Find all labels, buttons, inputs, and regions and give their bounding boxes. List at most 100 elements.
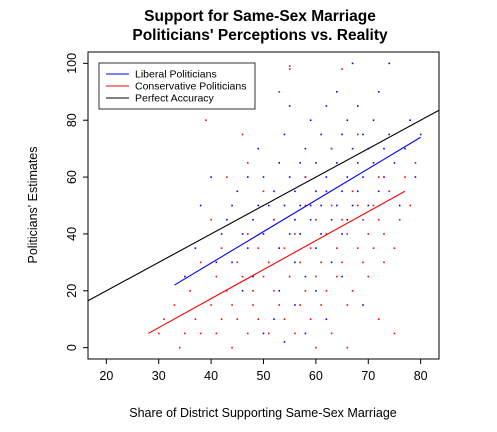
data-point	[341, 190, 343, 193]
data-point	[320, 233, 322, 235]
data-point	[330, 218, 333, 221]
data-point	[351, 147, 354, 150]
data-point	[231, 346, 233, 349]
data-point	[288, 176, 291, 178]
data-point	[283, 204, 286, 207]
data-point	[372, 204, 375, 207]
data-point	[372, 247, 375, 249]
data-point	[246, 332, 249, 335]
data-point	[273, 318, 275, 320]
data-point	[388, 190, 391, 193]
data-point	[226, 176, 228, 178]
data-point	[184, 275, 186, 278]
data-point	[346, 233, 349, 235]
data-point	[383, 147, 385, 150]
data-point	[210, 218, 212, 221]
data-point	[377, 91, 380, 93]
data-point	[283, 318, 286, 320]
data-point	[294, 261, 296, 264]
data-point	[294, 332, 296, 335]
data-point	[388, 62, 391, 65]
data-point	[330, 332, 333, 335]
data-point	[283, 247, 286, 249]
data-point	[278, 304, 281, 306]
data-point	[357, 247, 359, 249]
data-point	[414, 162, 417, 164]
data-point	[341, 133, 343, 136]
data-point	[231, 204, 233, 207]
data-point	[273, 289, 275, 292]
y-tick-label: 0	[65, 344, 79, 351]
data-point	[309, 247, 312, 249]
data-point	[357, 105, 359, 107]
data-point	[299, 304, 301, 306]
data-point	[288, 105, 291, 107]
data-point	[304, 176, 307, 178]
data-point	[304, 332, 307, 335]
data-point	[351, 190, 354, 193]
data-point	[273, 218, 275, 221]
data-point	[404, 147, 406, 150]
data-point	[315, 275, 317, 278]
data-point	[267, 261, 270, 264]
data-point	[336, 204, 338, 207]
data-point	[309, 204, 312, 207]
data-point	[252, 218, 254, 221]
data-point	[414, 176, 417, 178]
data-point	[246, 233, 249, 235]
data-point	[351, 289, 354, 292]
data-point	[351, 62, 354, 65]
data-point	[346, 304, 349, 306]
data-point	[304, 204, 307, 207]
data-point	[210, 304, 212, 306]
data-point	[372, 162, 375, 164]
data-point	[288, 275, 291, 278]
data-point	[367, 275, 370, 278]
data-point	[199, 204, 202, 207]
data-point	[377, 190, 380, 193]
data-point	[273, 190, 275, 193]
lines-layer	[87, 109, 440, 334]
data-point	[288, 65, 291, 68]
data-point	[409, 204, 411, 207]
data-point	[325, 233, 328, 235]
data-point	[393, 332, 396, 335]
data-point	[299, 162, 301, 164]
y-axis-label: Politicians' Estimates	[26, 146, 40, 263]
data-point	[325, 289, 328, 292]
data-point	[330, 204, 333, 207]
data-point	[178, 346, 181, 349]
data-point	[325, 190, 328, 193]
x-tick-label: 40	[204, 369, 218, 383]
data-point	[357, 190, 359, 193]
data-point	[241, 289, 244, 292]
data-point	[257, 318, 260, 320]
data-point	[341, 68, 343, 70]
data-point	[184, 332, 186, 335]
data-point	[226, 289, 228, 292]
data-point	[336, 91, 338, 93]
data-point	[336, 275, 338, 278]
data-point	[220, 318, 223, 320]
y-tick-label: 100	[65, 53, 79, 74]
data-point	[194, 318, 197, 320]
data-point	[220, 247, 223, 249]
data-point	[320, 304, 322, 306]
series-line	[174, 136, 421, 286]
data-point	[267, 204, 270, 207]
data-point	[315, 247, 317, 249]
data-point	[398, 204, 401, 207]
data-point	[351, 204, 354, 207]
data-point	[362, 218, 364, 221]
data-point	[304, 275, 307, 278]
data-point	[309, 119, 312, 122]
data-point	[315, 289, 317, 292]
data-point	[372, 119, 375, 122]
data-point	[362, 133, 364, 136]
legend-label: Liberal Politicians	[135, 69, 217, 81]
data-point	[341, 275, 343, 278]
data-point	[288, 68, 291, 70]
data-point	[346, 218, 349, 221]
data-point	[210, 176, 212, 178]
